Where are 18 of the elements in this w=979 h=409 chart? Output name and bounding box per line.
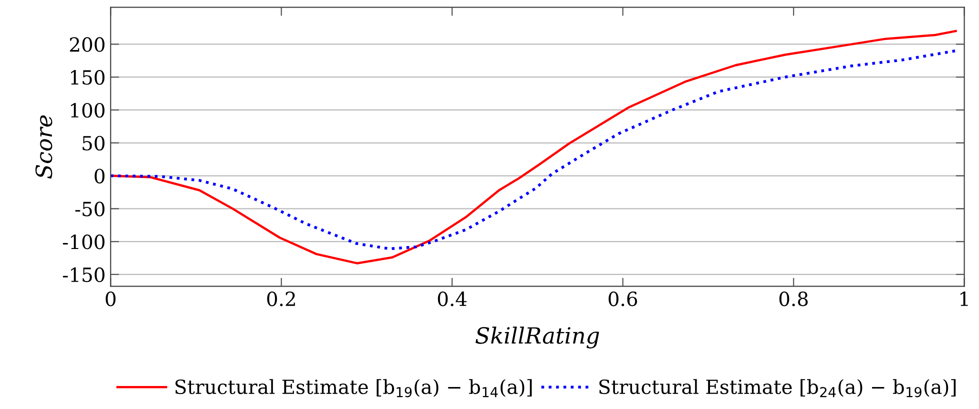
x-tick-label: 0.8 xyxy=(779,292,808,306)
y-tick-label: -100 xyxy=(62,234,104,250)
y-axis-title: Score xyxy=(35,115,52,179)
y-tick-label: 100 xyxy=(71,102,104,118)
legend-label: Structural Estimate [b$_{19}$(a) − b$_{14}$(a)] xyxy=(175,379,532,398)
x-tick-label: 0.2 xyxy=(267,292,295,306)
y-tick-label: 150 xyxy=(71,70,104,85)
y-tick-label: -150 xyxy=(62,267,104,282)
y-tick-label: -50 xyxy=(75,202,104,216)
y-tick-label: 200 xyxy=(70,37,104,52)
x-tick-label: 0.4 xyxy=(438,292,467,306)
x-tick-label: 1 xyxy=(960,292,968,306)
legend-label: Structural Estimate [b$_{24}$(a) − b$_{19}$(a)] xyxy=(599,379,956,398)
y-tick-label: 50 xyxy=(82,136,104,151)
x-tick-label: 0 xyxy=(106,292,116,306)
x-tick-label: 0.6 xyxy=(608,292,638,306)
y-tick-label: 0 xyxy=(94,168,104,184)
x-axis-title: SkillRating xyxy=(476,326,600,348)
